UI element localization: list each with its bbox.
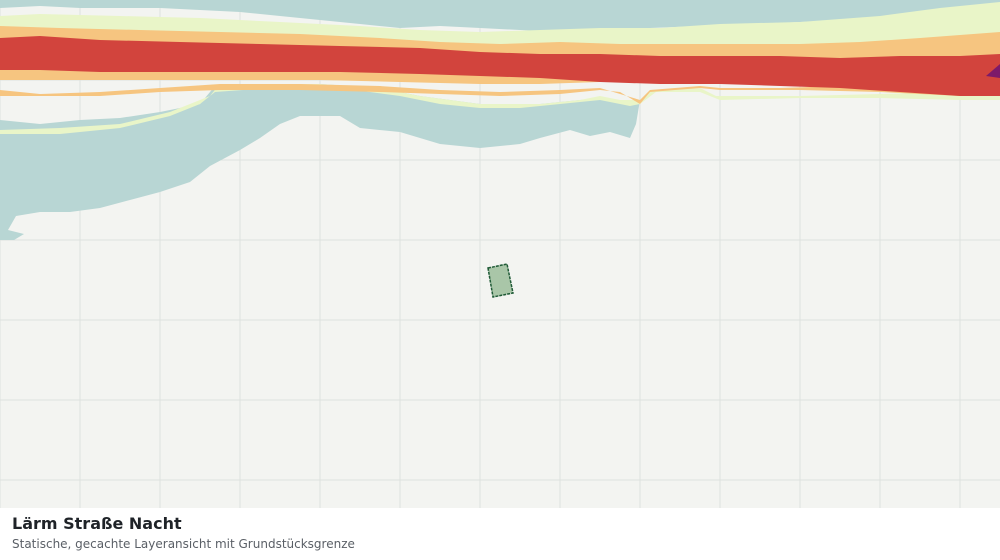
parcel-boundary-icon[interactable] — [487, 263, 514, 298]
noise-band-peak — [986, 64, 1000, 78]
map-view[interactable] — [0, 0, 1000, 508]
layer-title: Lärm Straße Nacht — [12, 514, 182, 533]
map-caption: Lärm Straße Nacht Statische, gecachte La… — [0, 508, 1000, 560]
water-area — [0, 0, 1000, 240]
noise-band-high — [0, 36, 1000, 96]
layer-subtitle: Statische, gecachte Layeransicht mit Gru… — [12, 537, 355, 551]
